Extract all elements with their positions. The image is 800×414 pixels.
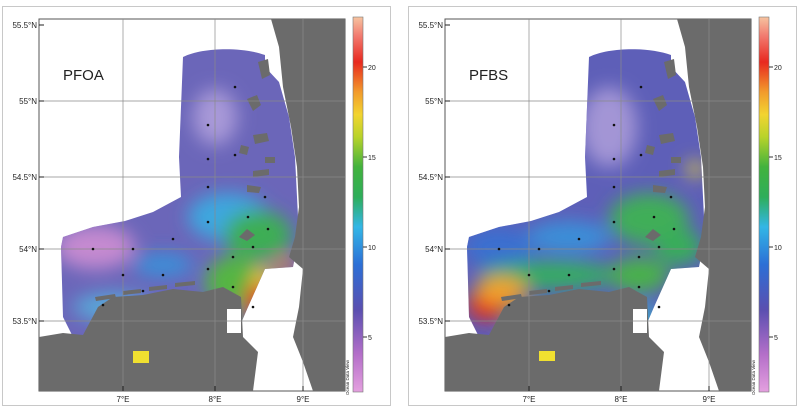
graticule [39,19,345,391]
axis-ticks [445,24,710,391]
land [445,19,751,391]
watermark: Ocean Data View [345,359,350,395]
land [39,19,345,391]
lat-label-54: 54°N [19,245,37,254]
colorbar-tick-5: 5 [774,335,778,342]
lon-label-7: 7°E [117,395,130,404]
lon-label-8: 8°E [209,395,222,404]
lat-label-55-5: 55.5°N [12,21,37,30]
graticule [445,19,751,391]
panel-title: PFOA [63,67,104,84]
lat-label-54-5: 54.5°N [12,173,37,182]
lat-label-55: 55°N [425,97,443,106]
map-svg: 55.5°N 55°N 54.5°N 54°N 53.5°N 7°E 8°E 9… [12,16,376,404]
lat-label-55-5: 55.5°N [418,21,443,30]
watermark: Ocean Data View [751,359,756,395]
sampling-stations [497,85,676,309]
lat-label-53-5: 53.5°N [12,317,37,326]
colorbar-tick-20: 20 [368,65,376,72]
colorbar-tick-5: 5 [368,335,372,342]
lon-label-8: 8°E [615,395,628,404]
sampling-stations [91,85,270,309]
colorbar-tick-20: 20 [774,65,782,72]
lon-label-9: 9°E [703,395,716,404]
lat-label-54-5: 54.5°N [418,173,443,182]
colorbar: 20 15 10 5 [758,16,782,393]
map-panel-pfoa: 55.5°N 55°N 54.5°N 54°N 53.5°N 7°E 8°E 9… [2,6,391,406]
lat-label-53-5: 53.5°N [418,317,443,326]
lat-label-55: 55°N [19,97,37,106]
map-svg: 55.5°N 55°N 54.5°N 54°N 53.5°N 7°E 8°E 9… [418,16,782,404]
colorbar-tick-15: 15 [774,155,782,162]
colorbar-tick-10: 10 [368,245,376,252]
lat-label-54: 54°N [425,245,443,254]
lon-label-7: 7°E [523,395,536,404]
axis-ticks [39,24,304,391]
colorbar-tick-15: 15 [368,155,376,162]
panel-title: PFBS [469,67,508,84]
map-panel-pfbs: 55.5°N 55°N 54.5°N 54°N 53.5°N 7°E 8°E 9… [408,6,797,406]
colorbar: 20 15 10 5 [352,16,376,393]
lon-label-9: 9°E [297,395,310,404]
colorbar-tick-10: 10 [774,245,782,252]
